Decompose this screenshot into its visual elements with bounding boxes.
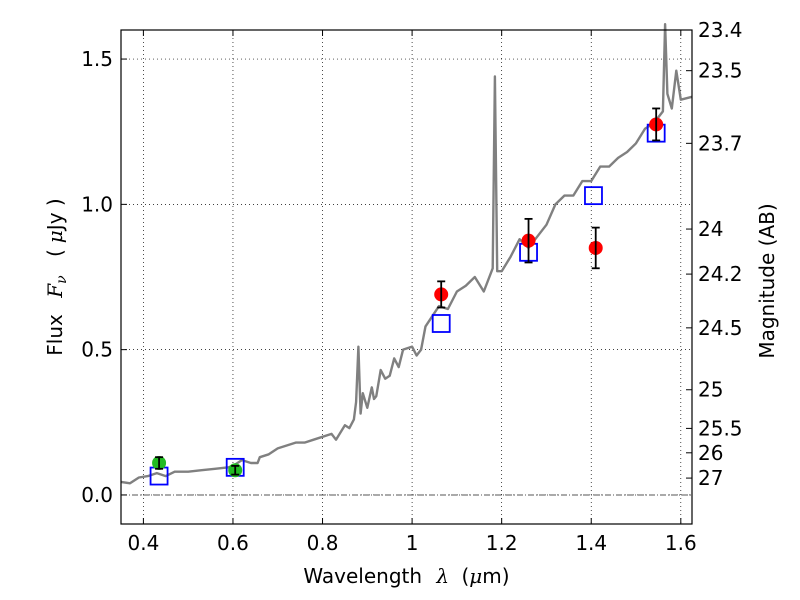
y-axis-label-text: Flux	[43, 314, 67, 356]
x-tick-label: 1.4	[575, 531, 607, 555]
x-axis: 0.4 0.6 0.8 1 1.2 1.4 1.6	[127, 30, 697, 555]
right-tick-label: 23.7	[698, 131, 743, 155]
right-tick-label: 27	[698, 466, 723, 490]
model-photometry-square	[431, 314, 451, 333]
y-axis-label: Flux Fν ( μJy )	[43, 198, 71, 355]
right-tick-label: 25	[698, 378, 723, 402]
y-axis-unit-open: (	[43, 249, 67, 257]
y-tick-label: 0.5	[81, 338, 113, 362]
grid-lines	[121, 30, 692, 524]
right-tick-label: 26	[698, 441, 723, 465]
x-tick-label: 0.8	[307, 531, 339, 555]
right-tick-label: 23.4	[698, 18, 743, 42]
x-axis-symbol: λ	[435, 564, 449, 588]
x-axis-label-text: Wavelength	[303, 564, 422, 588]
right-tick-label: 25.5	[698, 416, 743, 440]
y-tick-label: 1.0	[81, 192, 113, 216]
x-tick-label: 1.6	[665, 531, 697, 555]
x-axis-unit-rest: m)	[482, 564, 509, 588]
x-tick-label: 0.6	[217, 531, 249, 555]
y-axis-unit-rest: Jy )	[43, 198, 67, 232]
x-axis-unit-open: (	[461, 564, 469, 588]
y-axis-symbol: F	[43, 283, 67, 299]
y-axis-symbol-sub: ν	[54, 275, 70, 284]
y-tick-label: 1.5	[81, 47, 113, 71]
right-tick-label: 24.2	[698, 262, 743, 286]
plot-series	[120, 23, 693, 486]
y-axis: 0.0 0.5 1.0 1.5	[81, 47, 127, 507]
right-tick-label: 24.5	[698, 316, 743, 340]
x-tick-label: 0.4	[127, 531, 159, 555]
y-tick-label: 0.0	[81, 483, 113, 507]
right-tick-label: 24	[698, 217, 723, 241]
x-tick-label: 1.2	[486, 531, 518, 555]
x-axis-label: Wavelength λ (μm)	[303, 564, 509, 588]
x-axis-unit-mu: μ	[469, 564, 482, 588]
x-tick-label: 1	[406, 531, 419, 555]
plot-frame	[120, 29, 693, 525]
right-axis-label: Magnitude (AB)	[755, 203, 779, 358]
right-tick-label: 23.5	[698, 59, 743, 83]
model-photometry-square	[584, 186, 603, 206]
y-axis-unit-mu: μ	[43, 230, 67, 243]
model-spectrum-line	[120, 23, 693, 485]
